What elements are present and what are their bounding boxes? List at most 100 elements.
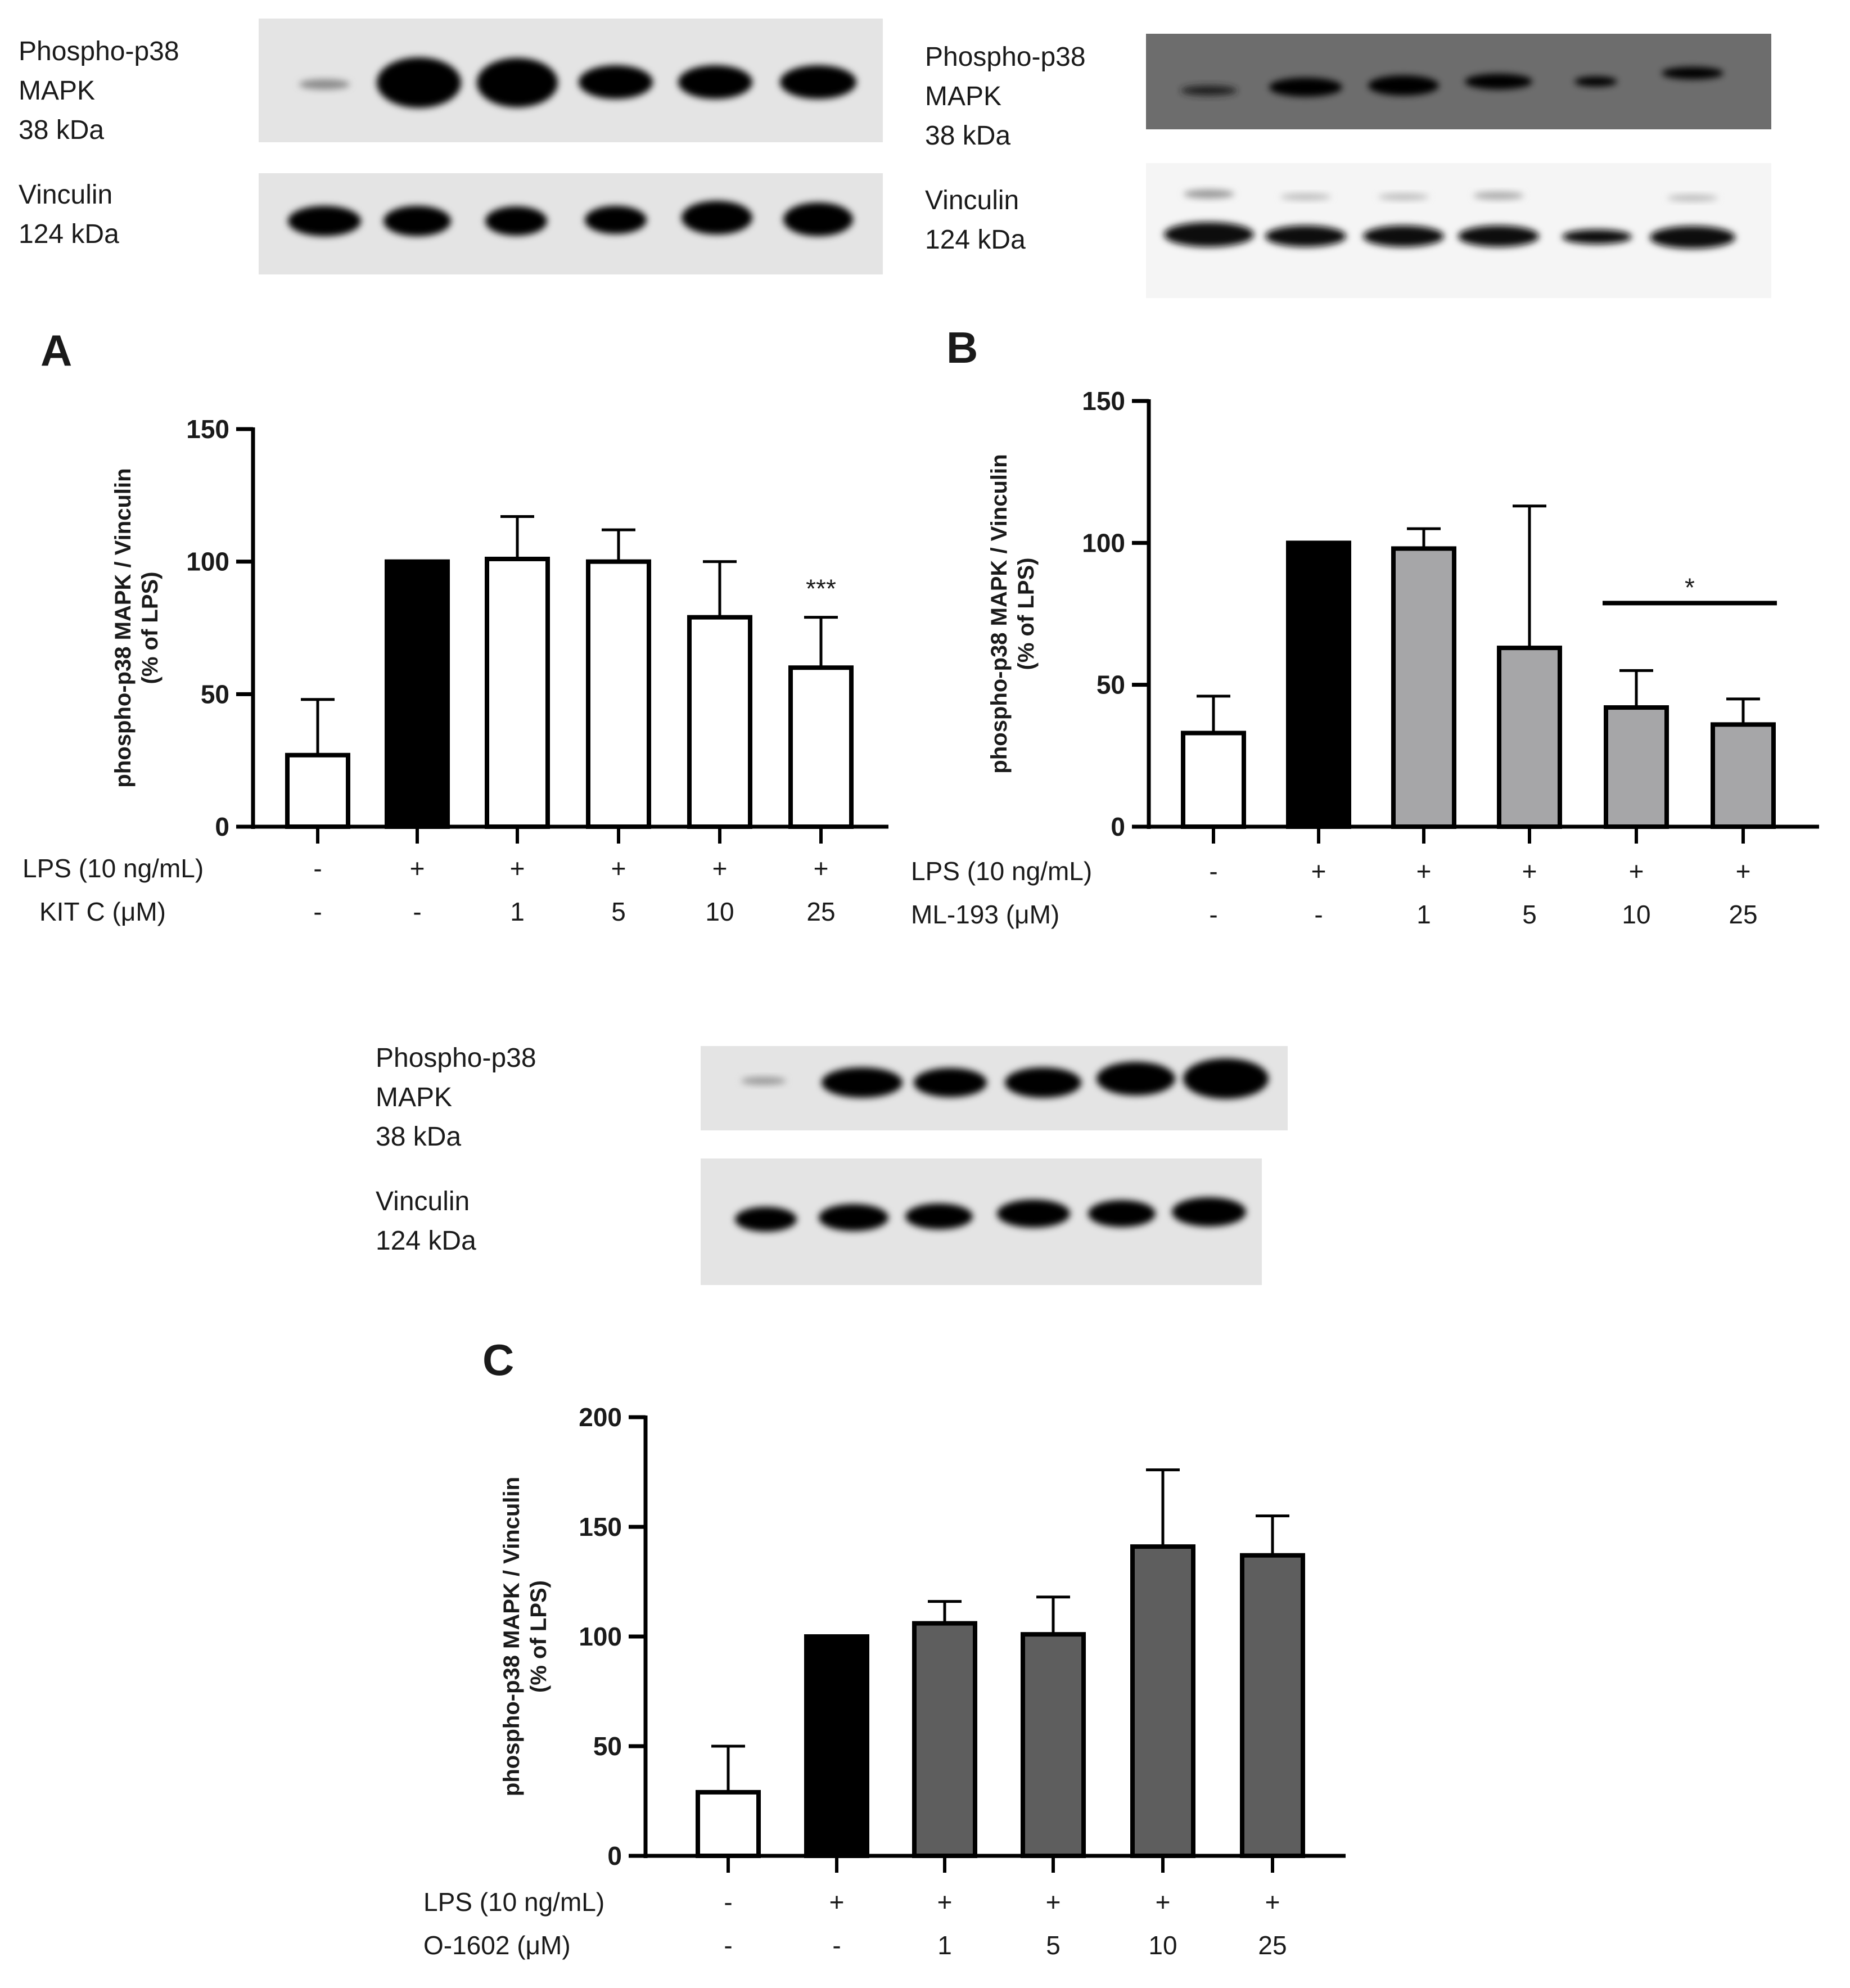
chart-b-lps-cell: - xyxy=(1209,856,1217,886)
blot-c-phospho-band xyxy=(1183,1058,1269,1099)
blot-a-phospho-band xyxy=(299,79,350,89)
blot-a-phospho-band xyxy=(780,65,856,99)
chart-a-dose-label: KIT C (μM) xyxy=(39,897,166,926)
chart-c-ytick-label: 50 xyxy=(593,1732,622,1761)
chart-a-lps-cell: + xyxy=(510,854,525,883)
blot-b-phospho-line2: MAPK xyxy=(925,82,1001,111)
blot-c-phospho-band xyxy=(1097,1062,1175,1096)
chart-b-ytick-label: 150 xyxy=(1082,386,1125,416)
chart-a-lps-cell: + xyxy=(410,854,425,883)
chart-a-bar xyxy=(788,665,854,829)
blot-c-phospho-band xyxy=(822,1067,903,1098)
blot-b-vinculin-upper-band xyxy=(1378,193,1429,200)
blot-a-vinculin-band xyxy=(682,201,752,235)
blot-c: Phospho-p38 MAPK 38 kDa Vinculin 124 kDa xyxy=(376,1043,1288,1285)
blot-a-phospho-membrane xyxy=(259,19,883,142)
chart-b-ylabel-line1: phospho-p38 MAPK / Vinculin xyxy=(987,454,1012,773)
chart-a-lps-cell: + xyxy=(611,854,626,883)
blot-b-phospho-band xyxy=(1465,74,1532,89)
blot-a-phospho-line1: Phospho-p38 xyxy=(19,37,179,66)
blot-b-vinculin-band xyxy=(1458,226,1539,247)
chart-a-dose-cell: - xyxy=(413,897,421,926)
blot-a-vinculin-band xyxy=(485,206,547,236)
chart-b-dose-cell: 10 xyxy=(1622,900,1650,929)
blot-a-vinculin-band xyxy=(288,206,361,236)
chart-c-ytick-label: 200 xyxy=(579,1403,622,1432)
chart-c-bar xyxy=(804,1634,869,1858)
chart-a-ytick-label: 150 xyxy=(186,414,229,444)
chart-b-dose-cell: 5 xyxy=(1522,900,1537,929)
chart-b: B phospho-p38 MAPK / Vinculin (% of LPS) 0… xyxy=(911,323,1819,929)
chart-b-bar xyxy=(1497,646,1562,830)
chart-b-bar xyxy=(1286,540,1351,829)
chart-c-dose-cell: 25 xyxy=(1258,1931,1287,1960)
chart-a-ytick-label: 0 xyxy=(215,812,229,841)
chart-b-lps-cell: + xyxy=(1416,856,1432,886)
chart-c-dose-cell: - xyxy=(724,1931,732,1960)
chart-a-significance-label: *** xyxy=(806,574,836,603)
chart-a-bar xyxy=(285,752,350,829)
chart-b-lps-cell: + xyxy=(1629,856,1644,886)
blot-b-vinculin-upper-band xyxy=(1667,195,1718,201)
chart-c-dose-cell: - xyxy=(832,1931,841,1960)
blot-b-phospho-band xyxy=(1574,76,1617,87)
chart-c: C phospho-p38 MAPK / Vinculin (% of LPS) 0… xyxy=(423,1335,1346,1960)
blot-a-phospho-band xyxy=(377,57,461,108)
chart-b-bar xyxy=(1181,731,1246,829)
blot-c-vinculin-band xyxy=(819,1204,888,1231)
chart-b-significance-label: * xyxy=(1685,572,1695,602)
blot-b-phospho-membrane xyxy=(1146,34,1771,129)
chart-b-lps-cell: + xyxy=(1522,856,1537,886)
chart-b-bar xyxy=(1391,546,1456,830)
chart-c-ytick-label: 100 xyxy=(579,1622,622,1651)
blot-a-vinculin-line1: Vinculin xyxy=(19,180,112,210)
blot-b-vinculin-line2: 124 kDa xyxy=(925,225,1026,255)
chart-b-lps-cell: + xyxy=(1311,856,1326,886)
blot-b-vinculin-band xyxy=(1650,226,1735,249)
blot-c-vinculin-band xyxy=(905,1203,973,1229)
blot-a-phospho-band xyxy=(579,65,653,99)
blot-c-vinculin-line2: 124 kDa xyxy=(376,1226,476,1256)
chart-a-ylabel-line1: phospho-p38 MAPK / Vinculin xyxy=(111,468,136,787)
chart-c-lps-cell: + xyxy=(829,1887,845,1917)
chart-a-lps-cell: + xyxy=(712,854,728,883)
chart-c-lps-cell: + xyxy=(1265,1887,1280,1917)
chart-a-lps-cell: - xyxy=(313,854,322,883)
chart-b-lps-label: LPS (10 ng/mL) xyxy=(911,856,1092,886)
chart-a-ylabel-line2: (% of LPS) xyxy=(138,572,163,684)
blot-c-vinculin-band xyxy=(997,1200,1070,1228)
blot-b-vinculin-band xyxy=(1363,226,1444,247)
blot-a-vinculin-band xyxy=(585,206,647,234)
chart-b-dose-cell: - xyxy=(1314,900,1323,929)
blot-a-phospho-line3: 38 kDa xyxy=(19,115,104,145)
chart-a-ytick-label: 50 xyxy=(201,679,229,709)
chart-b-ytick-label: 0 xyxy=(1111,812,1125,841)
chart-c-lps-label: LPS (10 ng/mL) xyxy=(423,1887,604,1917)
blot-b-phospho-line3: 38 kDa xyxy=(925,121,1010,151)
blot-a-vinculin-band xyxy=(383,206,451,236)
blot-b: Phospho-p38 MAPK 38 kDa Vinculin 124 kDa xyxy=(925,34,1771,298)
panel-letter-b: B xyxy=(946,323,978,372)
blot-c-phospho-band xyxy=(1005,1067,1081,1098)
blot-a-phospho-band xyxy=(477,58,558,107)
blot-c-phospho-band xyxy=(914,1068,987,1097)
blot-c-vinculin-band xyxy=(1172,1197,1246,1227)
chart-c-ylabel-line2: (% of LPS) xyxy=(526,1580,551,1693)
chart-b-dose-cell: - xyxy=(1209,900,1217,929)
blot-b-phospho-band xyxy=(1368,75,1439,96)
chart-b-dose-label: ML-193 (μM) xyxy=(911,900,1059,929)
chart-c-bar xyxy=(696,1789,761,1858)
blot-c-phospho-line1: Phospho-p38 xyxy=(376,1043,536,1073)
chart-a-bar xyxy=(485,556,550,829)
blot-a-vinculin-membrane xyxy=(259,173,883,274)
blot-c-vinculin-band xyxy=(735,1207,797,1232)
chart-c-lps-cell: + xyxy=(937,1887,953,1917)
chart-c-bar xyxy=(1240,1553,1305,1858)
blot-a-vinculin-line2: 124 kDa xyxy=(19,219,119,249)
chart-b-ylabel-line2: (% of LPS) xyxy=(1014,558,1039,670)
panel-letter-c: C xyxy=(482,1335,514,1385)
blot-b-vinculin-upper-band xyxy=(1184,190,1234,199)
blot-b-phospho-band xyxy=(1662,67,1723,79)
chart-a-ytick-label: 100 xyxy=(186,547,229,576)
